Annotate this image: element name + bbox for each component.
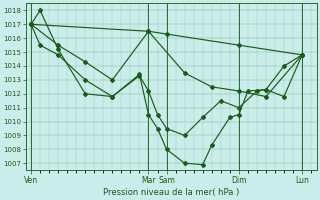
X-axis label: Pression niveau de la mer( hPa ): Pression niveau de la mer( hPa ) <box>103 188 239 197</box>
